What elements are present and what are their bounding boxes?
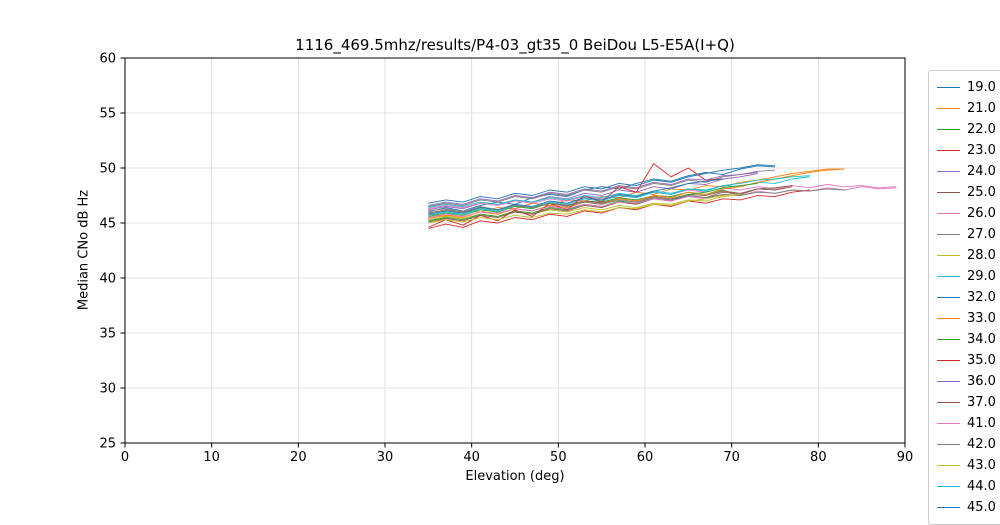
legend-item-27.0: 27.0	[937, 224, 1000, 245]
legend-item-28.0: 28.0	[937, 245, 1000, 266]
legend-line-sample	[937, 129, 960, 130]
legend-line-sample	[937, 234, 960, 235]
legend-label: 21.0	[967, 101, 996, 116]
legend-label: 33.0	[967, 311, 996, 326]
legend-label: 36.0	[967, 374, 996, 389]
legend-line-sample	[937, 360, 960, 361]
series-line-44.0	[428, 175, 810, 209]
legend-label: 34.0	[967, 332, 996, 347]
figure: 0 10 20 30 40 50 60 70 80 90 25 30 35 40 45 50 55 60 1116…	[76, 36, 1000, 525]
x-tick-label: 30	[377, 450, 394, 465]
y-tick-label: 25	[99, 437, 116, 452]
legend-line-sample	[937, 381, 960, 382]
legend-item-21.0: 21.0	[937, 98, 1000, 119]
legend-line-sample	[937, 423, 960, 424]
x-tick-label: 50	[550, 450, 567, 465]
x-tick-label: 10	[203, 450, 220, 465]
legend-label: 26.0	[967, 206, 996, 221]
x-tick-label: 80	[810, 450, 827, 465]
legend-line-sample	[937, 402, 960, 403]
legend-item-32.0: 32.0	[937, 287, 1000, 308]
legend-line-sample	[937, 465, 960, 466]
legend: 19.0 21.0 22.0 23.0 24.0 25.0 26.0 27.0 28.0 29.0…	[928, 70, 1000, 525]
y-tick-label: 50	[99, 162, 116, 177]
legend-label: 29.0	[967, 269, 996, 284]
series-line-37.0	[428, 185, 793, 223]
legend-item-43.0: 43.0	[937, 455, 1000, 476]
series-line-35.0	[428, 163, 724, 228]
legend-item-26.0: 26.0	[937, 203, 1000, 224]
y-tick-label: 45	[99, 217, 116, 232]
legend-label: 45.0	[967, 500, 996, 515]
y-tick-label: 30	[99, 382, 116, 397]
x-tick-label: 60	[637, 450, 654, 465]
x-axis-label: Elevation (deg)	[465, 469, 565, 484]
legend-label: 19.0	[967, 80, 996, 95]
legend-label: 43.0	[967, 458, 996, 473]
plot-area: 0 10 20 30 40 50 60 70 80 90 25 30 35 40 45 50 55 60	[99, 52, 914, 466]
legend-item-44.0: 44.0	[937, 476, 1000, 497]
legend-label: 44.0	[967, 479, 996, 494]
legend-label: 32.0	[967, 290, 996, 305]
legend-line-sample	[937, 507, 960, 508]
legend-item-23.0: 23.0	[937, 140, 1000, 161]
legend-label: 27.0	[967, 227, 996, 242]
legend-label: 41.0	[967, 416, 996, 431]
legend-label: 37.0	[967, 395, 996, 410]
legend-item-29.0: 29.0	[937, 266, 1000, 287]
legend-line-sample	[937, 171, 960, 172]
axes-border	[124, 57, 906, 444]
legend-item-35.0: 35.0	[937, 350, 1000, 371]
legend-item-45.0: 45.0	[937, 497, 1000, 518]
series-line-36.0	[428, 171, 758, 206]
legend-label: 24.0	[967, 164, 996, 179]
legend-line-sample	[937, 276, 960, 277]
legend-item-22.0: 22.0	[937, 119, 1000, 140]
legend-line-sample	[937, 213, 960, 214]
legend-item-34.0: 34.0	[937, 329, 1000, 350]
legend-item-25.0: 25.0	[937, 182, 1000, 203]
series-line-27.0	[428, 169, 776, 207]
legend-item-41.0: 41.0	[937, 413, 1000, 434]
chart-title: 1116_469.5mhz/results/P4-03_gt35_0 BeiDo…	[295, 36, 735, 54]
legend-label: 23.0	[967, 143, 996, 158]
legend-line-sample	[937, 444, 960, 445]
legend-line-sample	[937, 108, 960, 109]
legend-item-33.0: 33.0	[937, 308, 1000, 329]
x-tick-label: 90	[897, 450, 914, 465]
legend-label: 22.0	[967, 122, 996, 137]
legend-item-36.0: 36.0	[937, 371, 1000, 392]
legend-label: 25.0	[967, 185, 996, 200]
x-tick-label: 0	[121, 450, 129, 465]
x-tick-label: 40	[463, 450, 480, 465]
legend-label: 42.0	[967, 437, 996, 452]
legend-label: 28.0	[967, 248, 996, 263]
series-line-43.0	[428, 193, 741, 224]
y-tick-label: 35	[99, 327, 116, 342]
legend-line-sample	[937, 87, 960, 88]
legend-label: 35.0	[967, 353, 996, 368]
legend-line-sample	[937, 297, 960, 298]
legend-line-sample	[937, 150, 960, 151]
y-tick-label: 55	[99, 107, 116, 122]
series-line-32.0	[428, 164, 776, 204]
series-line-29.0	[428, 176, 810, 216]
legend-line-sample	[937, 486, 960, 487]
legend-line-sample	[937, 255, 960, 256]
x-tick-label: 70	[723, 450, 740, 465]
legend-line-sample	[937, 318, 960, 319]
legend-item-19.0: 19.0	[937, 77, 1000, 98]
legend-item-24.0: 24.0	[937, 161, 1000, 182]
legend-line-sample	[937, 339, 960, 340]
y-tick-label: 60	[99, 52, 116, 67]
series-line-41.0	[428, 186, 897, 218]
legend-item-42.0: 42.0	[937, 434, 1000, 455]
legend-line-sample	[937, 192, 960, 193]
y-tick-label: 40	[99, 272, 116, 287]
legend-item-37.0: 37.0	[937, 392, 1000, 413]
series-line-45.0	[428, 178, 724, 215]
y-axis-label: Median CNo dB Hz	[76, 189, 92, 311]
x-tick-label: 20	[290, 450, 307, 465]
